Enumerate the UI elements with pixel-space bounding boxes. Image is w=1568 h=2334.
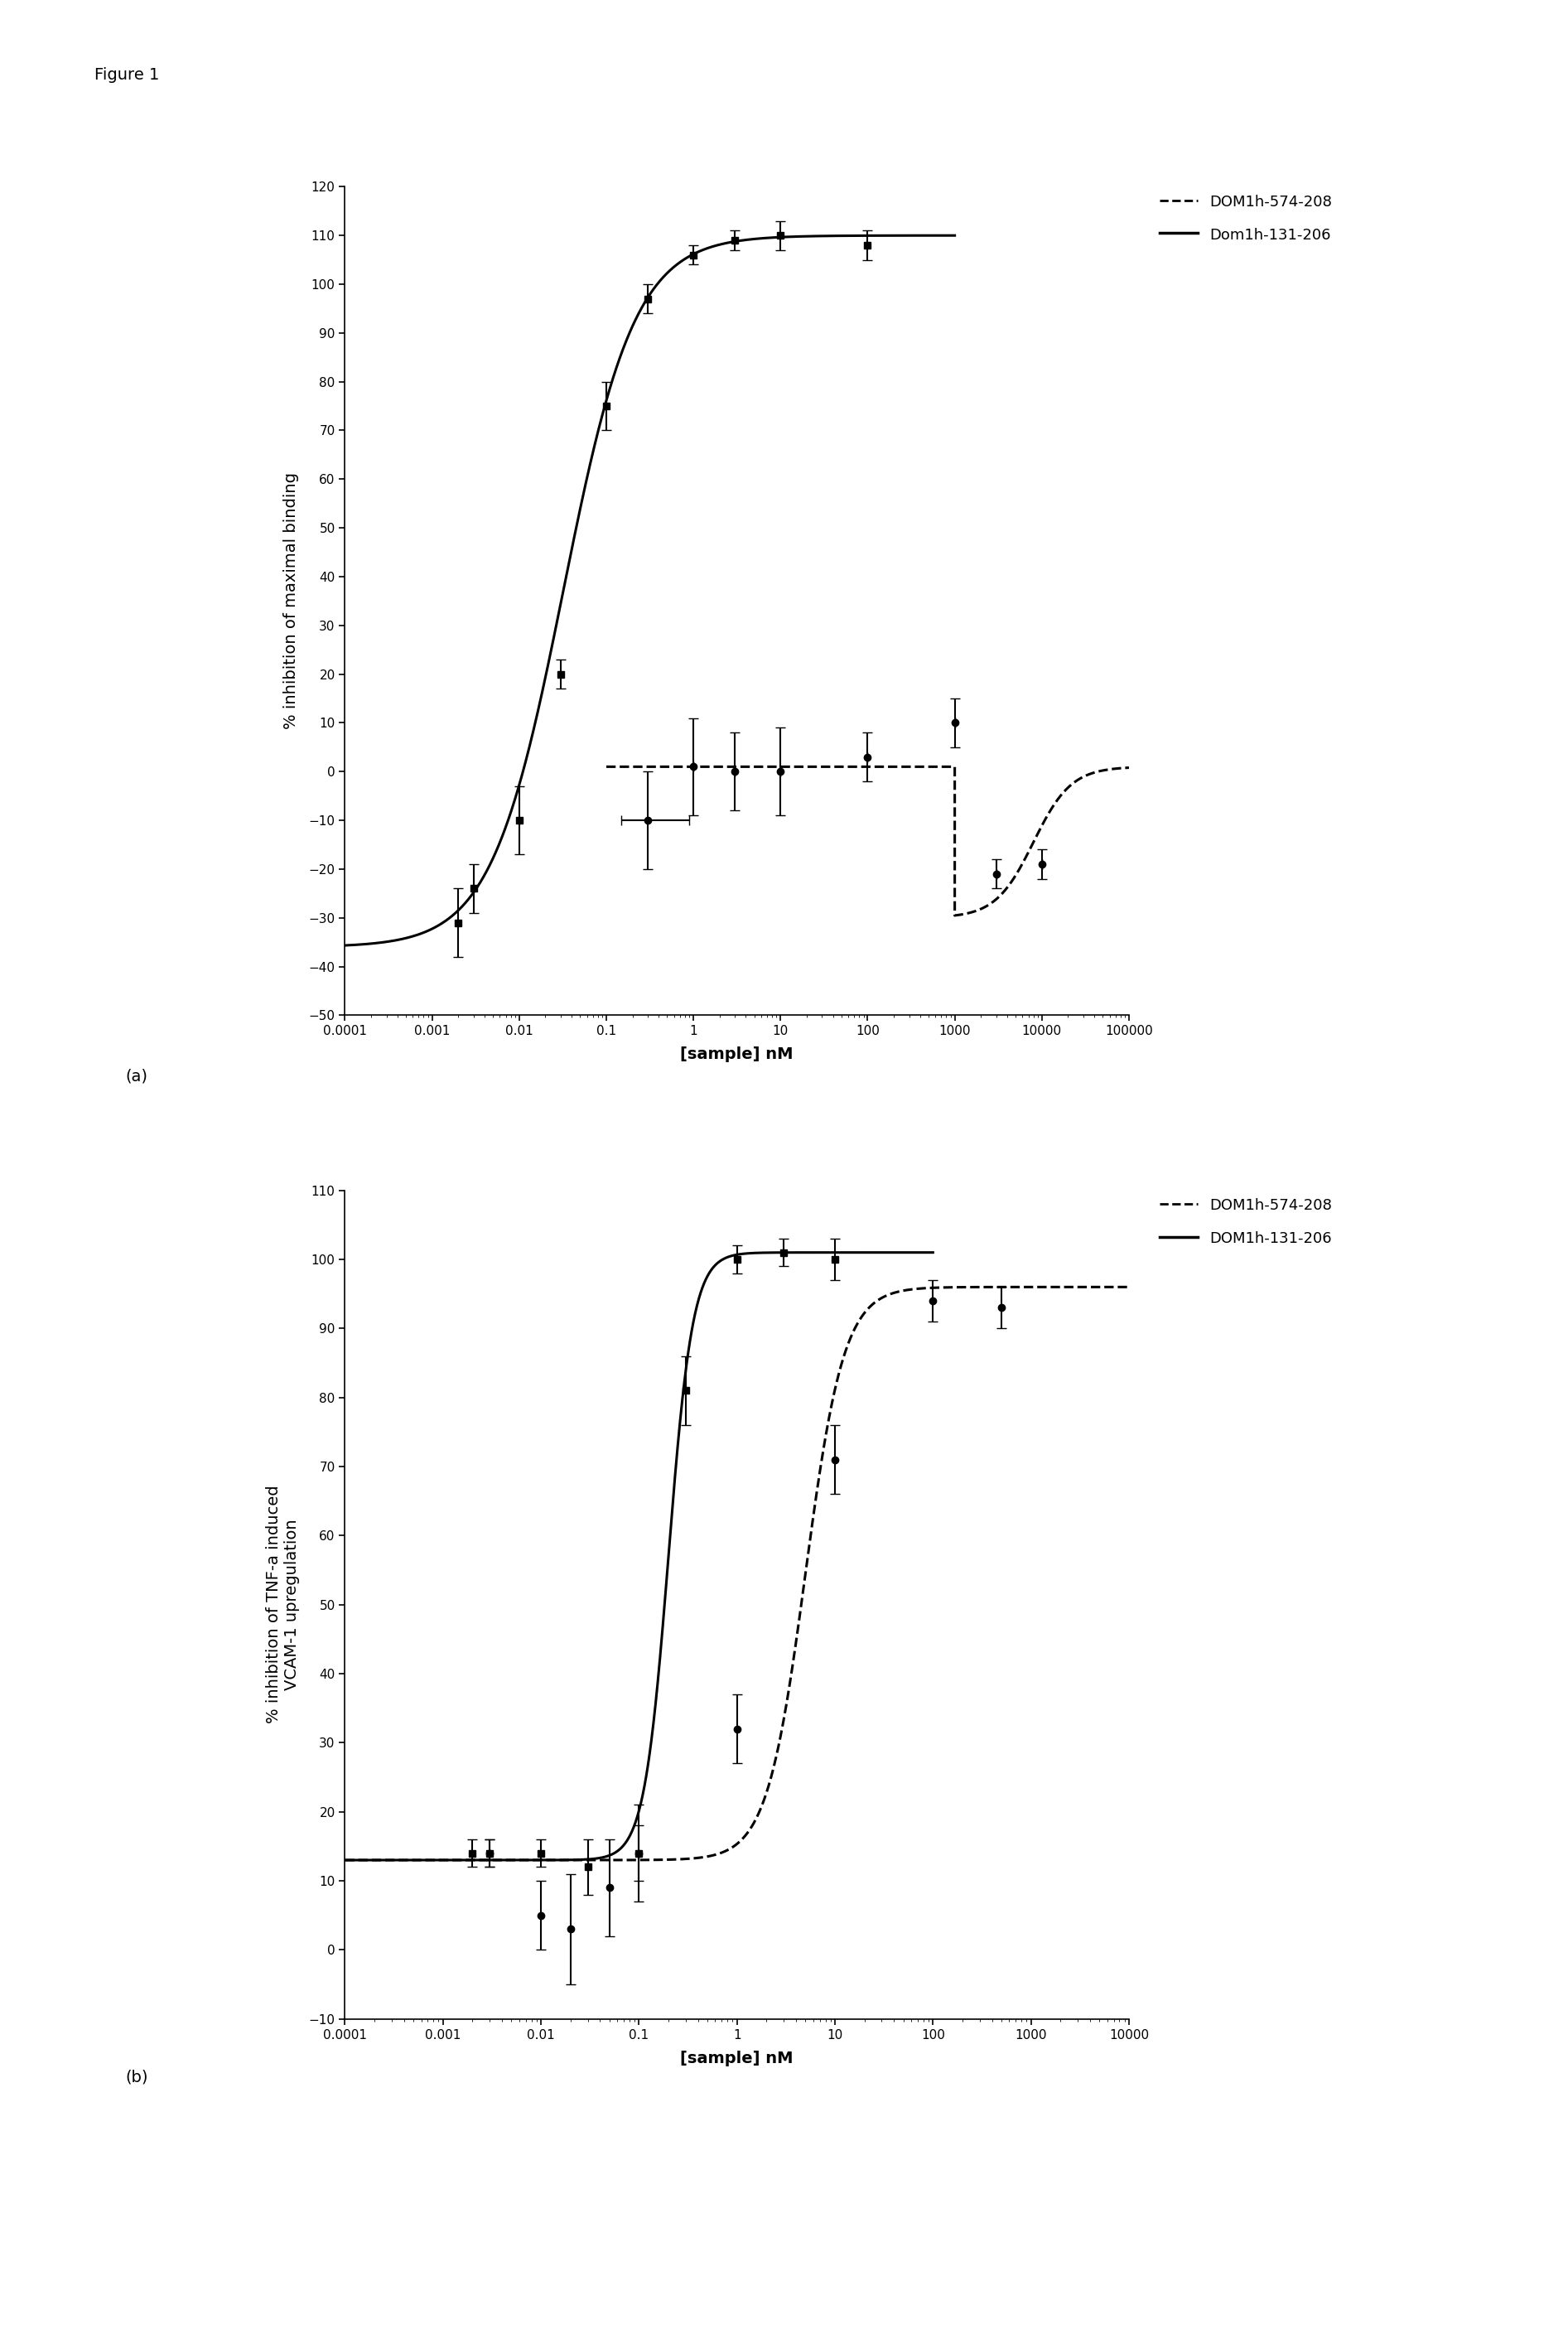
Y-axis label: % inhibition of maximal binding: % inhibition of maximal binding [284, 471, 299, 731]
Legend: DOM1h-574-208, DOM1h-131-206: DOM1h-574-208, DOM1h-131-206 [1160, 1197, 1331, 1246]
Text: (a): (a) [125, 1069, 147, 1083]
Text: Figure 1: Figure 1 [94, 68, 158, 82]
X-axis label: [sample] nM: [sample] nM [681, 2049, 793, 2066]
Legend: DOM1h-574-208, Dom1h-131-206: DOM1h-574-208, Dom1h-131-206 [1160, 194, 1331, 243]
X-axis label: [sample] nM: [sample] nM [681, 1046, 793, 1062]
Y-axis label: % inhibition of TNF-a induced
VCAM-1 upregulation: % inhibition of TNF-a induced VCAM-1 upr… [265, 1484, 299, 1725]
Text: (b): (b) [125, 2070, 149, 2084]
